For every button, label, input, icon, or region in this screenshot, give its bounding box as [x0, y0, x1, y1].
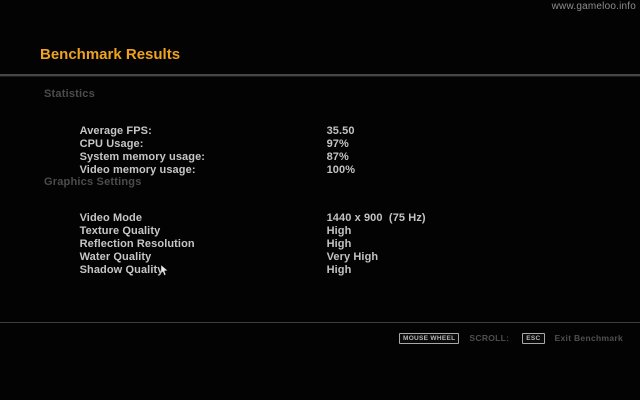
graphics-settings-rows: Video Mode 1440 x 900 (75 Hz) Texture Qua…	[44, 197, 426, 276]
stat-value: 87%	[326, 151, 349, 163]
stat-label: CPU Usage:	[79, 138, 144, 150]
setting-label: Video Mode	[79, 212, 143, 224]
setting-value: 1440 x 900 (75 Hz)	[326, 212, 426, 224]
stat-value: 97%	[326, 138, 349, 150]
title-divider	[0, 74, 640, 77]
setting-value: High	[326, 238, 352, 250]
mouse-wheel-keycap: MOUSE WHEEL	[398, 332, 460, 344]
mouse-cursor-icon	[161, 265, 168, 276]
stat-value: 35.50	[326, 125, 355, 137]
setting-label: Texture Quality	[79, 225, 161, 237]
stat-row-video-memory: Video memory usage: 100%	[44, 149, 355, 176]
statistics-rows: Average FPS: 35.50 CPU Usage: 97% System m…	[44, 110, 355, 176]
footer-key-hints: MOUSE WHEEL SCROLL: ESC Exit Benchmark	[398, 332, 623, 344]
stat-label: System memory usage:	[79, 151, 206, 163]
setting-value: Very High	[326, 251, 379, 263]
graphics-settings-section-header: Graphics Settings	[44, 176, 142, 188]
setting-row-video-mode: Video Mode 1440 x 900 (75 Hz)	[44, 197, 426, 224]
statistics-section-header: Statistics	[44, 88, 95, 100]
stat-row-average-fps: Average FPS: 35.50	[44, 110, 355, 137]
stat-label: Video memory usage:	[79, 164, 196, 176]
setting-row-water-quality: Water Quality Very High	[44, 236, 426, 263]
esc-keycap: ESC	[522, 332, 545, 344]
setting-value: High	[326, 225, 352, 237]
stat-row-cpu-usage: CPU Usage: 97%	[44, 123, 355, 150]
stat-label: Average FPS:	[79, 125, 152, 137]
footer-divider	[0, 322, 640, 323]
page-title: Benchmark Results	[40, 46, 181, 63]
exit-benchmark-label: Exit Benchmark	[554, 333, 623, 343]
setting-label: Reflection Resolution	[79, 238, 195, 250]
setting-label: Shadow Quality	[79, 264, 164, 276]
watermark: www.gameloo.info	[551, 1, 636, 12]
setting-row-texture-quality: Texture Quality High	[44, 210, 426, 237]
stat-value: 100%	[326, 164, 356, 176]
setting-label: Water Quality	[79, 251, 152, 263]
scroll-hint-label: SCROLL:	[469, 333, 510, 343]
stat-row-system-memory: System memory usage: 87%	[44, 136, 355, 163]
setting-row-shadow-quality: Shadow Quality High	[44, 249, 426, 276]
setting-row-reflection-resolution: Reflection Resolution High	[44, 223, 426, 250]
setting-value: High	[326, 264, 352, 276]
